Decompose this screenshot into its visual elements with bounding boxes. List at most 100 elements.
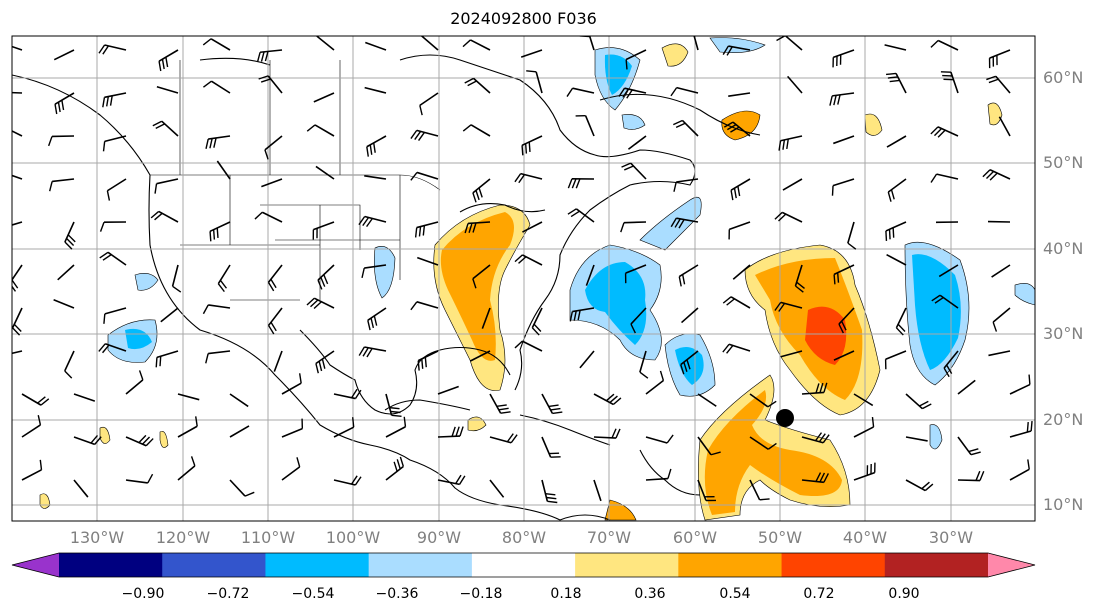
colorbar-tick-label: 0.54 xyxy=(719,586,751,602)
coastlines xyxy=(12,54,761,521)
wind-barb xyxy=(569,307,595,322)
wind-barb xyxy=(53,298,75,309)
wind-barb xyxy=(281,418,304,438)
wind-barb xyxy=(264,135,283,160)
wind-barb xyxy=(365,41,387,51)
wind-barb xyxy=(627,135,647,150)
wind-barb xyxy=(464,221,491,234)
lon-label: 90°W xyxy=(416,528,462,547)
wind-barb xyxy=(697,479,716,502)
wind-barb xyxy=(420,36,439,51)
colorbar-tick-label: −0.36 xyxy=(375,586,419,602)
wind-barb xyxy=(988,350,1011,357)
colorbar-segment xyxy=(678,553,783,577)
wind-barb xyxy=(254,211,283,223)
wind-barb xyxy=(938,264,959,278)
wind-barb xyxy=(943,350,959,378)
wind-barb xyxy=(673,119,699,137)
wind-barb xyxy=(12,264,23,292)
wind-barb xyxy=(801,432,830,444)
wind-barb xyxy=(385,456,405,481)
wind-barb xyxy=(313,92,335,103)
political-borders xyxy=(150,60,441,301)
wind-barb xyxy=(102,92,127,108)
wind-barb xyxy=(150,210,179,223)
wind-barb xyxy=(155,350,179,368)
wind-barb xyxy=(489,393,511,414)
wind-barb xyxy=(885,221,907,241)
wind-barb xyxy=(171,264,182,293)
wind-barb xyxy=(462,39,491,51)
wind-barb xyxy=(358,346,387,358)
colorbar-tick-label: −0.72 xyxy=(206,586,250,602)
wind-barb xyxy=(21,415,42,438)
wind-barb xyxy=(414,221,439,238)
wind-barb xyxy=(749,479,770,501)
wind-barb xyxy=(774,211,803,223)
wind-barb xyxy=(216,160,231,180)
wind-barb xyxy=(177,456,196,481)
wind-barb xyxy=(853,393,874,407)
wind-barb xyxy=(991,264,1011,278)
negative-anomaly-regions xyxy=(107,37,1035,450)
wind-barb xyxy=(722,296,751,309)
wind-barb xyxy=(801,472,830,484)
wind-barb xyxy=(47,135,75,147)
wind-barb xyxy=(1009,459,1030,481)
wind-barb xyxy=(541,393,563,415)
colorbar-segment xyxy=(884,553,989,577)
colorbar xyxy=(11,552,1036,578)
wind-barb xyxy=(361,264,387,279)
wind-barb xyxy=(514,172,543,184)
wind-barb xyxy=(833,264,855,285)
wind-barb xyxy=(930,39,959,51)
colorbar-outline xyxy=(11,552,1036,578)
wind-barb xyxy=(887,178,907,202)
wind-barb xyxy=(723,121,751,137)
wind-barb xyxy=(886,253,907,266)
wind-barb xyxy=(267,307,283,335)
wind-barb xyxy=(437,385,459,395)
lat-label: 50°N xyxy=(1043,153,1084,172)
wind-barb xyxy=(385,393,402,418)
wind-barb xyxy=(333,417,355,438)
wind-barb xyxy=(680,307,699,324)
wind-barb xyxy=(229,393,249,408)
wind-barb xyxy=(464,77,491,94)
lat-label: 10°N xyxy=(1043,495,1084,514)
wind-barb xyxy=(333,388,362,400)
lon-label: 40°W xyxy=(842,528,888,547)
wind-barb xyxy=(722,343,751,354)
colorbar-extend-high xyxy=(988,553,1035,577)
wind-barb xyxy=(998,116,1011,137)
lon-label: 100°W xyxy=(325,528,381,547)
wind-barb xyxy=(566,87,595,97)
wind-barb xyxy=(829,92,855,106)
wind-barb xyxy=(462,124,491,137)
colorbar-tick-label: 0.18 xyxy=(550,586,582,602)
wind-barb xyxy=(884,350,907,370)
wind-barb xyxy=(885,72,907,94)
colorbar-tick-label: −0.18 xyxy=(459,586,503,602)
wind-barb xyxy=(53,49,75,61)
wind-barb xyxy=(98,343,127,354)
wind-barb xyxy=(125,473,154,484)
wind-barb xyxy=(217,264,231,293)
wind-barb xyxy=(125,370,144,395)
wind-barb xyxy=(621,162,647,180)
wind-barb xyxy=(48,178,75,192)
wind-barb xyxy=(177,393,200,401)
wind-barb xyxy=(312,221,335,240)
wind-barb xyxy=(847,221,857,250)
lon-label: 70°W xyxy=(586,528,632,547)
wind-barb xyxy=(229,425,250,438)
wind-barb xyxy=(992,307,1011,332)
colorbar-segment xyxy=(162,553,266,577)
wind-barb xyxy=(853,416,875,438)
wind-barbs xyxy=(12,36,1033,504)
wind-barb xyxy=(982,169,1011,181)
wind-barb xyxy=(1009,420,1033,438)
wind-barb xyxy=(57,264,75,281)
wind-barb xyxy=(472,264,491,289)
wind-barb xyxy=(160,307,179,323)
